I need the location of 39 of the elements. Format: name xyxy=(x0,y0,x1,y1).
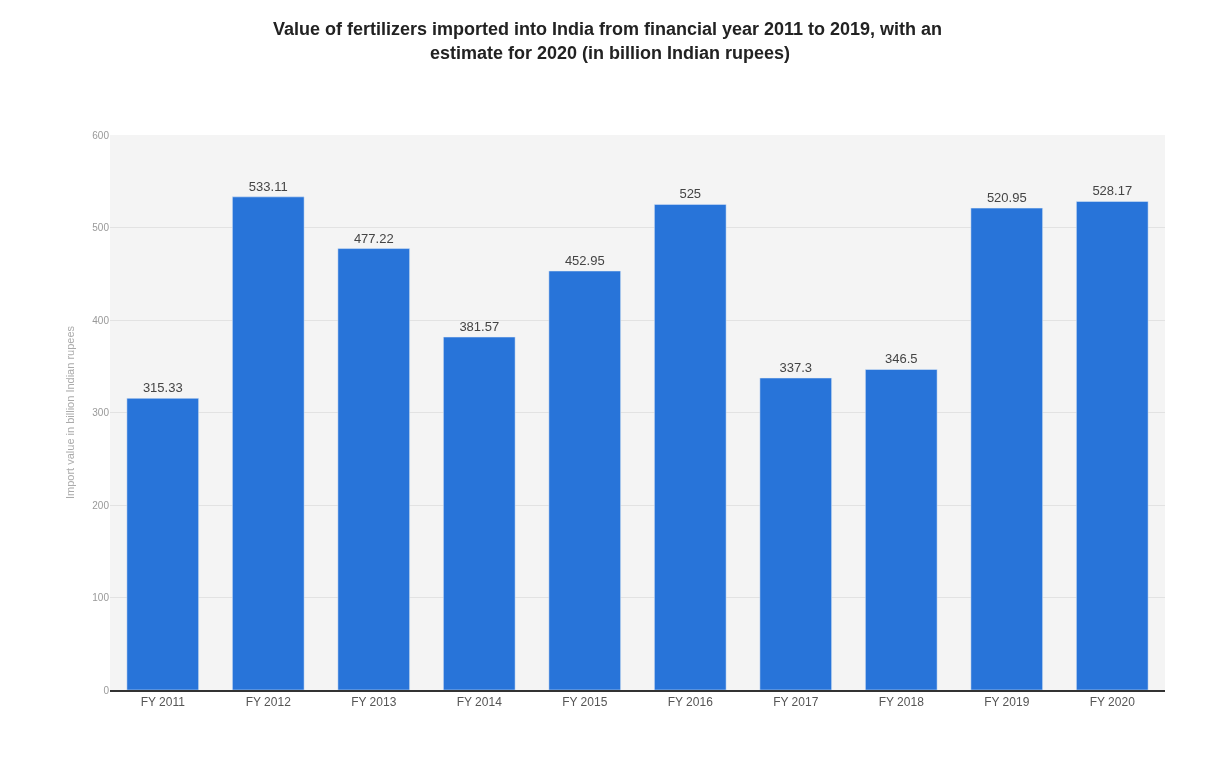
bar xyxy=(548,270,621,690)
x-tick-label: FY 2011 xyxy=(140,695,186,710)
data-label: 346.5 xyxy=(884,351,918,367)
chart-title: Value of fertilizers imported into India from financial year 2011 to 2019, with an estimate for 2020 (in billion Indian rupees) xyxy=(272,19,943,63)
x-tick-label: FY 2016 xyxy=(667,695,714,710)
data-label: 337.3 xyxy=(779,360,813,375)
x-tick-label: FY 2018 xyxy=(878,695,925,710)
data-label: 525 xyxy=(679,186,702,202)
bar xyxy=(1076,201,1149,690)
data-label: 315.33 xyxy=(142,380,183,396)
x-tick-label: FY 2017 xyxy=(773,695,819,710)
data-label: 533.11 xyxy=(248,178,288,194)
bar xyxy=(126,398,199,690)
y-tick-label: 200 xyxy=(92,499,110,511)
y-tick-label: 0 xyxy=(103,684,110,696)
x-tick-label: FY 2015 xyxy=(562,695,608,710)
x-tick-label: FY 2012 xyxy=(245,695,292,710)
data-label: 452.95 xyxy=(564,253,605,269)
y-axis-title: Import value in billion Indian rupees xyxy=(63,325,76,500)
bar xyxy=(337,248,410,690)
y-tick-label: 600 xyxy=(92,129,110,141)
x-tick-label: FY 2019 xyxy=(984,695,1030,710)
y-tick-label: 500 xyxy=(92,222,110,233)
bar xyxy=(759,377,832,690)
bar xyxy=(865,369,938,690)
bar xyxy=(654,204,727,690)
x-tick-label: FY 2014 xyxy=(456,695,503,710)
data-label: 520.95 xyxy=(986,190,1027,206)
x-tick-label: FY 2020 xyxy=(1089,695,1136,710)
y-tick-label: 100 xyxy=(92,592,110,603)
y-tick-label: 400 xyxy=(92,314,110,326)
x-tick-label: FY 2013 xyxy=(351,695,397,710)
bar xyxy=(443,336,516,690)
data-label: 477.22 xyxy=(353,230,394,246)
y-tick-label: 300 xyxy=(92,407,110,418)
data-label: 381.57 xyxy=(459,319,500,335)
data-label: 528.17 xyxy=(1092,183,1133,199)
bar xyxy=(970,207,1043,690)
bar xyxy=(232,196,305,690)
